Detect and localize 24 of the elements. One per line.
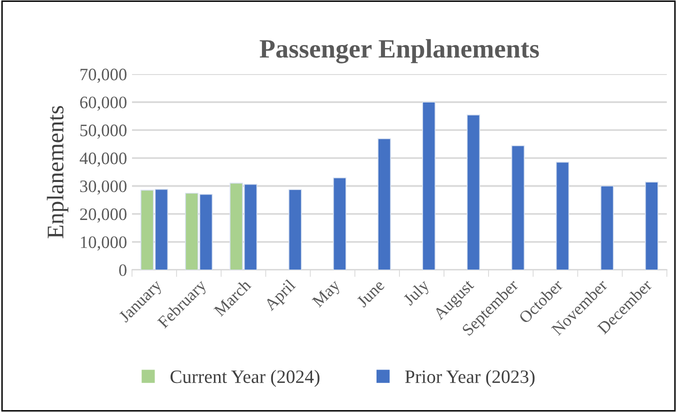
y-tick-label: 0 <box>119 264 126 276</box>
y-axis-title: Enplanements <box>46 106 68 238</box>
x-tick-label: July <box>402 278 432 308</box>
x-tick-label: June <box>356 279 386 308</box>
bar <box>466 114 480 270</box>
chart-title: Passenger Enplanements <box>260 39 539 64</box>
y-tick-label: 30,000 <box>80 180 126 195</box>
y-tick-label: 70,000 <box>80 68 126 83</box>
y-tick-label: 20,000 <box>80 208 126 223</box>
bar <box>511 145 525 270</box>
bar <box>600 186 614 270</box>
y-tick-label: 60,000 <box>80 96 126 111</box>
x-tick-label: May <box>312 278 344 310</box>
y-tick-label: 10,000 <box>80 236 126 251</box>
bar <box>556 162 570 270</box>
bar <box>422 102 436 270</box>
bar <box>645 182 658 270</box>
y-tick-label: 50,000 <box>80 124 126 139</box>
legend-label: Prior Year (2023) <box>405 370 535 387</box>
bar <box>333 177 346 270</box>
bar <box>378 138 391 270</box>
legend-label: Current Year (2024) <box>170 370 320 387</box>
bar <box>288 189 302 270</box>
y-tick-label: 40,000 <box>80 152 126 167</box>
